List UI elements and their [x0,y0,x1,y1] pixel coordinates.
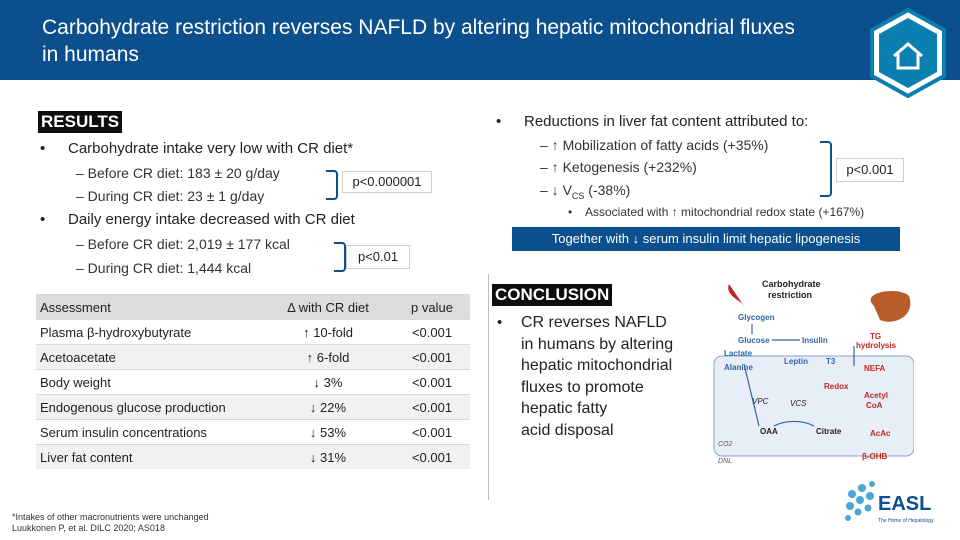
delta-cell: 6-fold [316,349,350,365]
col-assessment: Assessment [36,294,262,320]
reductions-heading: Reductions in liver fat content attribut… [524,113,809,130]
col-p-value: p value [394,294,470,320]
delta-cell: 22% [320,399,347,415]
table-row: Body weight ↓ 3% <0.001 [36,369,470,395]
assessment-cell: Serum insulin concentrations [36,419,262,445]
svg-text:Leptin: Leptin [784,357,808,366]
svg-text:Redox: Redox [824,382,849,391]
assessment-cell: Acetoacetate [36,344,262,370]
energy-during: – During CR diet: 1,444 kcal [76,260,252,276]
insulin-callout: Together with ↓ serum insulin limit hepa… [512,227,900,251]
header-bar: Carbohydrate restriction reverses NAFLD … [0,0,960,80]
slide-title: Carbohydrate restriction reverses NAFLD … [42,16,795,66]
p-cell: <0.001 [394,444,470,469]
reduction-vcs: – ↓ VCS (-38%) [540,182,631,201]
svg-text:TG: TG [870,332,881,341]
adipose-icon [870,291,911,322]
reduction-ketogenesis: – ↑ Ketogenesis (+232%) [540,159,697,175]
table-row: Acetoacetate ↑ 6-fold <0.001 [36,344,470,370]
delta-cell: 31% [320,449,347,465]
svg-text:VPC: VPC [752,397,769,406]
diagram-title: Carbohydrate [762,279,821,289]
assessment-cell: Body weight [36,369,262,395]
svg-text:CO2: CO2 [718,441,733,448]
bracket-energy [334,242,346,272]
footnote: *Intakes of other macronutrients were un… [12,512,209,533]
arrow-down-icon: ↓ [309,449,317,465]
arrow-up-icon: ↑ [303,324,310,340]
p-value-reductions: p<0.001 [836,158,904,182]
p-cell: <0.001 [394,319,470,345]
svg-text:AcAc: AcAc [870,429,891,438]
bullet-energy-intake: Daily energy intake decreased with CR di… [68,211,355,228]
svg-text:Acetyl: Acetyl [864,391,888,400]
svg-text:hydrolysis: hydrolysis [856,341,897,350]
assessment-cell: Endogenous glucose production [36,394,262,420]
svg-text:DNL: DNL [718,458,732,465]
svg-text:T3: T3 [826,357,836,366]
svg-text:Insulin: Insulin [802,336,828,345]
flow-arrows [743,324,855,427]
svg-text:VCS: VCS [790,399,807,408]
svg-text:Glucose: Glucose [738,336,770,345]
p-cell: <0.001 [394,369,470,395]
results-table: Assessment Δ with CR diet p value Plasma… [36,294,470,469]
liver-icon [728,284,744,306]
home-icon[interactable] [868,8,948,98]
bullet-dot: • [40,140,46,157]
p-value-energy: p<0.01 [346,245,410,269]
assessment-cell: Plasma β-hydroxybutyrate [36,319,262,345]
table-header-row: Assessment Δ with CR diet p value [36,294,470,320]
table-row: Liver fat content ↓ 31% <0.001 [36,444,470,469]
svg-text:Glycogen: Glycogen [738,313,775,322]
assessment-cell: Liver fat content [36,444,262,469]
svg-text:Lactate: Lactate [724,349,753,358]
col-delta: Δ with CR diet [262,294,394,320]
mechanism-diagram: Carbohydrate restriction Glycogen Glucos… [713,279,914,465]
cell-box [713,355,914,457]
bracket-carb [326,170,338,200]
divider [488,274,489,500]
reduction-fatty-acids: – ↑ Mobilization of fatty acids (+35%) [540,137,769,153]
conclusion-text: CR reverses NAFLD in humans by altering … [521,314,674,439]
svg-text:β-OHB: β-OHB [862,452,888,461]
svg-text:Alanine: Alanine [724,363,753,372]
p-cell: <0.001 [394,419,470,445]
energy-before: – Before CR diet: 2,019 ± 177 kcal [76,236,290,252]
p-cell: <0.001 [394,344,470,370]
arrow-up-icon: ↑ [306,349,314,365]
table-row: Plasma β-hydroxybutyrate ↑ 10-fold <0.00… [36,319,470,345]
redox-note: Associated with ↑ mitochondrial redox st… [585,205,865,219]
arrow-down-icon: ↓ [313,374,321,390]
svg-text:OAA: OAA [760,427,778,436]
svg-text:EASL: EASL [878,493,931,515]
svg-text:CoA: CoA [866,401,883,410]
bullet-dot: • [496,113,502,130]
p-value-carb: p<0.000001 [342,171,432,193]
diagram-title: restriction [768,290,812,300]
arrow-down-icon: ↓ [309,424,317,440]
carb-during: – During CR diet: 23 ± 1 g/day [76,188,265,204]
bullet-carb-intake: Carbohydrate intake very low with CR die… [68,140,354,157]
conclusion-label: CONCLUSION [492,284,613,306]
bracket-reductions [820,141,832,197]
p-cell: <0.001 [394,394,470,420]
bullet-dot: • [497,314,503,331]
carb-before: – Before CR diet: 183 ± 20 g/day [76,165,280,181]
svg-text:Citrate: Citrate [816,427,842,436]
easl-logo: EASL The Home of Hepatology [845,481,934,524]
arrow-down-icon: ↓ [309,399,317,415]
delta-cell: 3% [323,374,343,390]
table-row: Serum insulin concentrations ↓ 53% <0.00… [36,419,470,445]
delta-cell: 53% [320,424,347,440]
svg-text:The Home of Hepatology: The Home of Hepatology [878,518,934,524]
delta-cell: 10-fold [313,324,353,340]
results-label: RESULTS [38,111,123,133]
svg-text:NEFA: NEFA [864,364,886,373]
bullet-dot: • [40,211,46,228]
sub-bullet-dot: • [568,205,573,219]
table-row: Endogenous glucose production ↓ 22% <0.0… [36,394,470,420]
